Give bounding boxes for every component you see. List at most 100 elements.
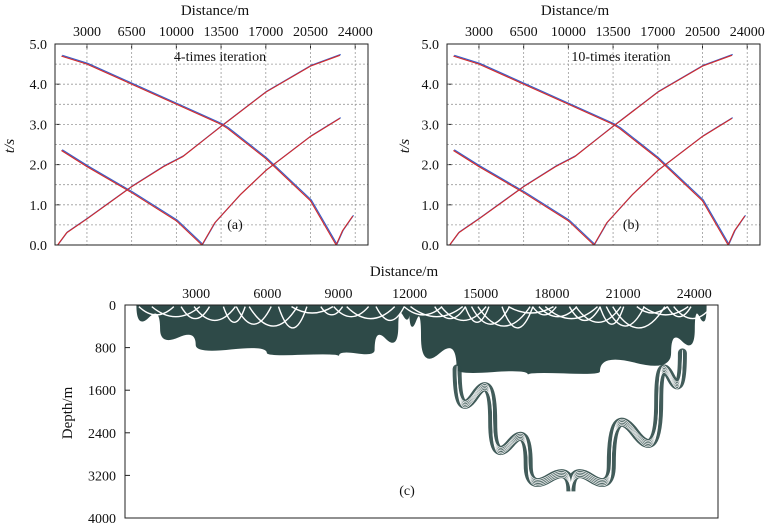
panel-c-x-ticks: 3000 6000 9000 12000 15000 18000 21000 24000 xyxy=(182,287,712,310)
panel-b-observed-curve xyxy=(593,117,733,246)
panel-b-annotation: 10-times iteration xyxy=(571,50,670,65)
panel-b-tag: (b) xyxy=(623,218,640,233)
ray-gap-arc xyxy=(508,305,554,314)
ray-gap-arc xyxy=(403,306,443,316)
panel-c-x-tick-label: 21000 xyxy=(606,287,641,302)
ray-gap-arc xyxy=(138,306,175,316)
panel-a-computed-curve xyxy=(62,54,338,245)
panel-c-y-tick-label: 4000 xyxy=(88,512,116,527)
panel-c-y-tick-label: 3200 xyxy=(88,469,116,484)
panel-a-computed-curve xyxy=(57,53,341,245)
panel-c-x-tick-label: 18000 xyxy=(534,287,569,302)
panel-a-y-tick-label: 4.0 xyxy=(30,78,48,93)
panel-a-y-tick-label: 5.0 xyxy=(30,38,48,53)
panel-b-y-tick-label: 3.0 xyxy=(422,118,440,133)
panel-a-observed-curve xyxy=(61,55,337,246)
ray-gap-arc xyxy=(333,306,370,318)
panel-a-y-tick-label: 3.0 xyxy=(30,118,48,133)
panel-b-observed-curve xyxy=(453,150,595,246)
ray-gap-arc xyxy=(193,306,237,322)
ray-gap-arc xyxy=(599,306,625,325)
panel-c-ylabel: Depth/m xyxy=(60,386,76,439)
panel-b-computed-curve xyxy=(449,53,733,245)
panel-b-y-tick-label: 1.0 xyxy=(422,199,440,214)
panel-c-y-tick-label: 1600 xyxy=(88,384,116,399)
ray-gap-arc xyxy=(440,306,487,322)
panel-a-y-tick-label: 0.0 xyxy=(30,239,48,254)
ray-gap-arc xyxy=(410,306,464,318)
panel-b-x-tick-label: 24000 xyxy=(730,25,765,40)
panel-b-x-tick-label: 3000 xyxy=(465,25,493,40)
ray-gap-arc xyxy=(568,306,601,322)
panel-a-y-tick-label: 2.0 xyxy=(30,159,48,174)
panel-a-x-tick-label: 10000 xyxy=(159,25,194,40)
panel-b-ylabel: t/s xyxy=(397,139,413,153)
panel-c-x-tick-label: 12000 xyxy=(392,287,427,302)
panel-b-frame xyxy=(446,43,761,246)
ray-gap-arc xyxy=(277,306,308,329)
panel-c-y-tick-label: 800 xyxy=(95,342,116,357)
ray-gap-arc xyxy=(235,306,272,325)
panel-c-tag: (c) xyxy=(399,484,415,499)
panel-b-computed-curve xyxy=(454,54,730,245)
ray-gap-arc xyxy=(375,306,405,322)
panel-b-x-tick-label: 6500 xyxy=(510,25,538,40)
panel-b-curves xyxy=(449,53,746,246)
panel-b-observed-curve xyxy=(449,54,733,246)
ray-gap-arc xyxy=(346,306,396,320)
panel-a-x-tick-label: 3000 xyxy=(73,25,101,40)
panel-b-computed-curve xyxy=(728,214,746,245)
panel-c-y-ticks: 0 800 1600 2400 3200 4000 xyxy=(88,299,130,527)
travel-time-panel-b: Distance/m 3000 6500 10000 13500 17000 20500 2… xyxy=(397,3,765,254)
panel-c-x-tick-label: 6000 xyxy=(253,287,281,302)
panel-b-x-tick-label: 17000 xyxy=(640,25,675,40)
panel-b-y-tick-label: 4.0 xyxy=(422,78,440,93)
left-ray-coverage xyxy=(136,304,411,357)
ray-gap-arc xyxy=(538,306,578,318)
panel-c-ray-regions xyxy=(136,304,713,495)
ray-gap-arc xyxy=(532,306,557,316)
panel-a-x-tick-label: 13500 xyxy=(204,25,239,40)
ray-gap-arc xyxy=(544,306,598,320)
panel-b-y-tick-label: 5.0 xyxy=(422,38,440,53)
panel-b-y-ticks: 0.0 1.0 2.0 3.0 4.0 5.0 xyxy=(422,38,452,254)
panel-a-annotation: 4-times iteration xyxy=(174,50,266,65)
panel-a-x-tick-label: 17000 xyxy=(248,25,283,40)
ray-gap-arc xyxy=(464,306,490,323)
panel-a-computed-curve xyxy=(61,149,204,245)
panel-a-frame xyxy=(54,43,369,246)
travel-time-panel-a: Distance/m 3000 6500 10000 13500 17000 20500 2… xyxy=(2,3,373,254)
panel-b-grid xyxy=(447,44,760,245)
panel-b-x-ticks: 3000 6500 10000 13500 17000 20500 24000 xyxy=(465,25,765,49)
panel-c-xlabel: Distance/m xyxy=(370,264,439,280)
ray-gap-arc xyxy=(673,306,713,320)
ray-gap-arc xyxy=(470,306,511,325)
ray-coverage-panel-c: Distance/m 3000 6000 9000 12000 15000 18000 21… xyxy=(60,264,719,527)
panel-c-x-tick-label: 9000 xyxy=(324,287,352,302)
ray-gap-arc xyxy=(636,306,669,314)
panel-b-x-tick-label: 10000 xyxy=(551,25,586,40)
panel-b-y-tick-label: 2.0 xyxy=(422,159,440,174)
panel-c-frame xyxy=(124,304,719,519)
deep-ray-band xyxy=(452,348,687,492)
panel-a-xlabel: Distance/m xyxy=(181,3,250,19)
panel-a-y-tick-label: 1.0 xyxy=(30,199,48,214)
panel-a-computed-curve xyxy=(336,214,354,245)
panel-a-tag: (a) xyxy=(227,218,243,233)
deep-ray-gap xyxy=(456,356,683,495)
ray-gap-arc xyxy=(434,306,467,320)
panel-a-ylabel: t/s xyxy=(2,139,18,153)
panel-b-x-tick-label: 20500 xyxy=(685,25,720,40)
panel-a-x-tick-label: 20500 xyxy=(293,25,328,40)
ray-gap-arc xyxy=(222,306,246,323)
panel-b-xlabel: Distance/m xyxy=(541,3,610,19)
panel-c-x-tick-label: 15000 xyxy=(463,287,498,302)
ray-gap-arc xyxy=(291,306,334,314)
ray-gap-arc xyxy=(642,306,689,316)
panel-b-observed-curve xyxy=(453,55,729,246)
panel-c-x-tick-label: 24000 xyxy=(677,287,712,302)
panel-b-x-tick-label: 13500 xyxy=(596,25,631,40)
panel-a-x-tick-label: 6500 xyxy=(118,25,146,40)
panel-c-y-tick-label: 2400 xyxy=(88,427,116,442)
